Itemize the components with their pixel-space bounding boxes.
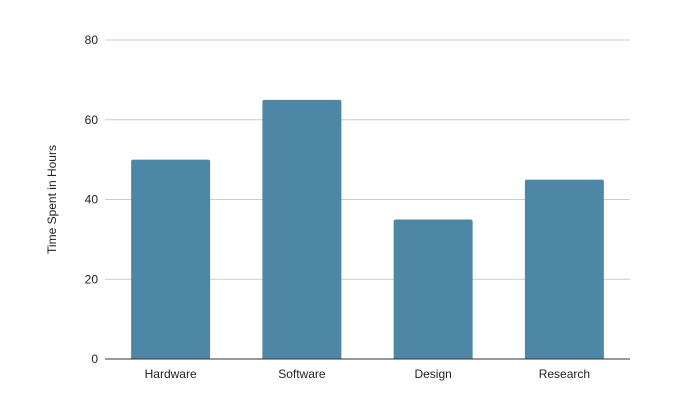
x-tick-label: Research: [539, 367, 590, 381]
x-axis-ticks: Hardware Software Design Research: [145, 367, 590, 381]
y-axis-title: Time Spent in Hours: [45, 145, 59, 254]
x-tick-label: Design: [414, 367, 451, 381]
bar-research: [524, 179, 604, 359]
y-tick-label: 80: [85, 33, 99, 47]
bar-design: [393, 219, 473, 359]
y-axis-ticks: 0 20 40 60 80: [85, 33, 99, 366]
y-tick-label: 60: [85, 113, 99, 127]
x-tick-label: Hardware: [145, 367, 197, 381]
y-tick-label: 0: [91, 352, 98, 366]
y-tick-label: 40: [85, 193, 99, 207]
bars: [131, 99, 604, 359]
bar-software: [262, 99, 342, 359]
y-tick-label: 20: [85, 272, 99, 286]
bar-hardware: [131, 159, 211, 359]
x-tick-label: Software: [278, 367, 326, 381]
